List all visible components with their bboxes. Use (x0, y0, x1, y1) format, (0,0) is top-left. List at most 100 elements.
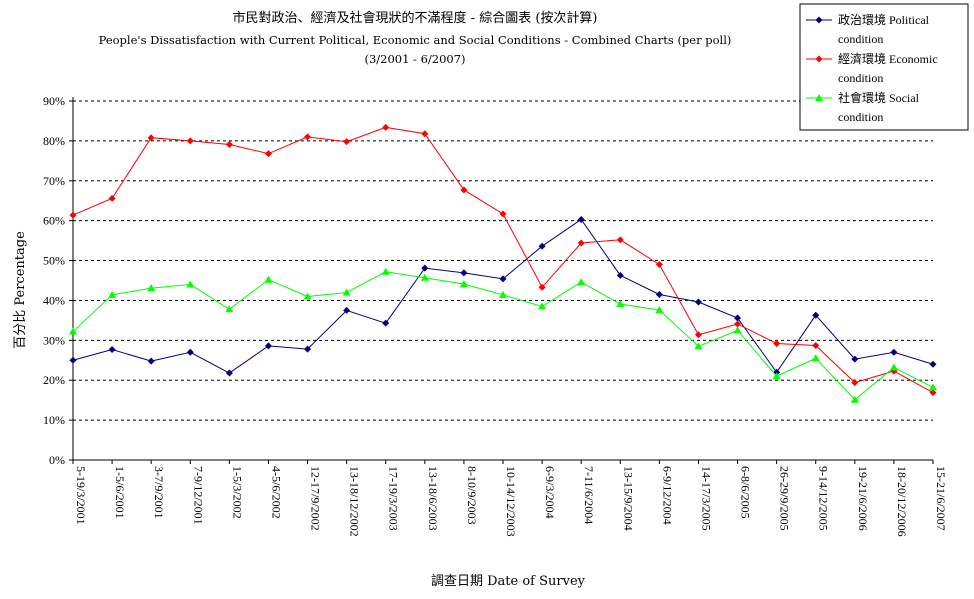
x-tick-label: 8-10/9/2003 (465, 466, 479, 525)
data-point (499, 275, 507, 283)
data-point (694, 298, 702, 306)
legend-item: 政治環境 Political condition (806, 12, 930, 46)
data-point (694, 331, 702, 339)
data-point (815, 55, 823, 63)
x-tick-label: 15-21/6/2007 (934, 466, 948, 531)
data-point (812, 342, 820, 350)
data-point (616, 300, 625, 308)
data-point (69, 327, 77, 335)
y-tick-label: 40% (43, 293, 65, 307)
data-point (929, 383, 937, 391)
legend-item: 社會環境 Social condition (806, 90, 920, 124)
x-tick-labels: 5-19/3/2001 1-5/6/2001 3-7/9/2001 7-9/12/20… (74, 466, 948, 537)
y-tick-labels: 0% 10% 20% 30% 40% 50% 60% 70% 80% 90% (43, 94, 65, 467)
y-tick-label: 70% (43, 174, 65, 188)
x-tick-label: 13-18/6/2003 (426, 466, 440, 531)
data-point (343, 306, 351, 314)
data-point (304, 345, 312, 353)
data-point (655, 290, 663, 298)
data-point (815, 94, 823, 101)
data-point (815, 16, 823, 24)
data-point (694, 342, 703, 350)
series-2 (69, 267, 937, 403)
legend-label: 政治環境 Political (838, 12, 930, 27)
data-point (108, 346, 116, 354)
data-point (108, 194, 116, 202)
chart-period: (3/2001 - 6/2007) (364, 52, 465, 66)
legend: 政治環境 Political condition 經濟環境 Economic cond… (799, 3, 969, 131)
data-point (186, 280, 195, 288)
legend-box (799, 3, 969, 131)
data-point (421, 264, 429, 272)
x-tick-label: 14-17/3/2005 (699, 466, 713, 531)
data-point (264, 150, 272, 158)
x-tick-label: 10-14/12/2003 (504, 466, 518, 537)
y-axis-label: 百分比 Percentage (13, 231, 28, 349)
data-point (499, 210, 507, 218)
data-point (851, 379, 859, 387)
x-tick-label: 13-18/12/2002 (348, 466, 362, 537)
axes (69, 97, 934, 464)
x-tick-label: 6-9/12/2004 (660, 466, 674, 525)
legend-label: 經濟環境 Economic (838, 51, 938, 66)
data-point (851, 355, 859, 363)
data-point (264, 275, 273, 283)
series-1 (69, 123, 937, 397)
legend-label: condition (838, 32, 883, 46)
data-point (577, 239, 585, 247)
data-point (69, 211, 77, 219)
y-tick-label: 80% (43, 134, 65, 148)
data-point (69, 356, 77, 364)
data-point (577, 215, 585, 223)
data-point (303, 292, 312, 300)
data-point (108, 290, 117, 298)
legend-label: condition (838, 71, 883, 85)
data-point (304, 133, 312, 141)
x-tick-label: 18-20/12/2006 (895, 466, 909, 537)
data-point (460, 269, 468, 277)
data-point (538, 302, 547, 310)
legend-label: condition (838, 110, 883, 124)
data-point (343, 138, 351, 146)
grid-lines (73, 100, 933, 421)
data-point (147, 357, 155, 365)
x-tick-label: 13-15/9/2004 (621, 466, 635, 531)
data-point (186, 348, 194, 356)
chart-subtitle: People's Dissatisfaction with Current Po… (99, 33, 732, 47)
data-point (929, 360, 937, 368)
x-tick-label: 17-19/3/2003 (387, 466, 401, 531)
data-point (147, 284, 156, 292)
series-lines (69, 123, 937, 403)
x-tick-label: 19-21/6/2006 (856, 466, 870, 531)
data-point (420, 273, 429, 281)
data-point (616, 271, 624, 279)
x-tick-label: 5-19/3/2001 (74, 466, 88, 525)
data-point (890, 348, 898, 356)
x-axis-label: 調查日期 Date of Survey (431, 574, 586, 589)
x-tick-label: 12-17/9/2002 (309, 466, 323, 531)
x-tick-label: 7-11/6/2004 (582, 466, 596, 524)
data-point (772, 372, 781, 380)
y-tick-label: 0% (49, 453, 65, 467)
data-point (811, 354, 820, 362)
y-tick-label: 30% (43, 333, 65, 347)
data-point (342, 288, 351, 296)
x-tick-label: 6-9/3/2004 (543, 466, 557, 519)
data-point (381, 267, 390, 275)
legend-item: 經濟環境 Economic condition (806, 51, 938, 85)
data-point (147, 134, 155, 142)
data-point (773, 340, 781, 348)
y-tick-label: 20% (43, 373, 65, 387)
data-point (460, 186, 468, 194)
legend-label: 社會環境 Social (838, 90, 920, 105)
data-point (734, 314, 742, 322)
y-tick-label: 60% (43, 214, 65, 228)
x-tick-label: 7-9/12/2001 (191, 466, 205, 525)
data-point (225, 140, 233, 148)
y-tick-label: 50% (43, 254, 65, 268)
data-point (421, 130, 429, 138)
data-point (186, 137, 194, 145)
data-point (459, 280, 468, 288)
x-tick-label: 1-5/6/2001 (113, 466, 127, 519)
